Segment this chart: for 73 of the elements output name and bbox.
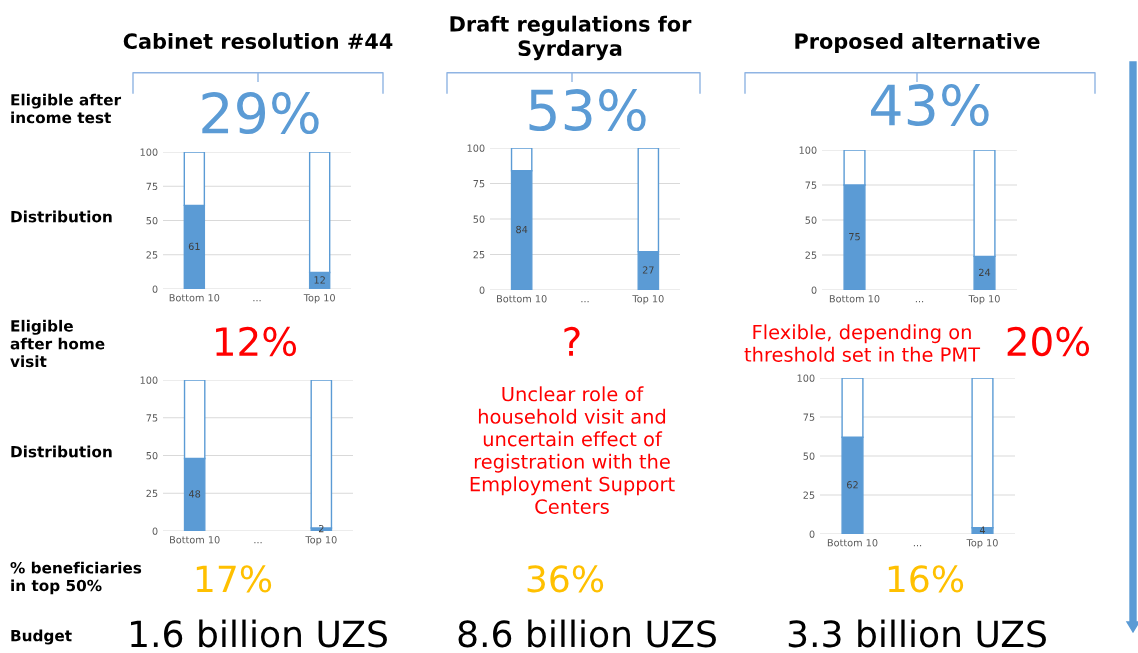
data-label: 24 [979,268,991,276]
text: Eligible after income test [11,93,122,124]
x-tick-label: Bottom 10 [169,294,220,302]
y-tick-label: 50 [805,216,817,224]
y-tick-label: 25 [146,251,158,259]
y-tick-label: 50 [473,215,485,223]
y-tick-label: 75 [473,180,485,188]
y-tick-label: 0 [152,285,158,293]
text: % beneficiaries in top 50% [10,561,142,595]
text: Distribution [11,445,112,458]
text: Eligible after home visit [10,319,105,368]
x-tick-label: ... [915,301,924,303]
y-tick-label: 100 [797,374,815,382]
x-tick-label: Bottom 10 [827,539,878,547]
y-tick-label: 75 [146,182,158,191]
y-tick-label: 75 [803,413,815,421]
x-tick-label: Bottom 10 [497,295,547,303]
y-tick-label: 25 [803,491,815,499]
y-tick-label: 100 [140,148,158,156]
data-label: 62 [846,481,858,489]
text: Budget [11,629,72,645]
x-tick-label: Top 10 [968,295,1000,305]
y-tick-label: 0 [811,286,817,294]
text: ? [564,326,580,356]
y-tick-label: 75 [805,181,817,189]
x-tick-label: Top 10 [305,536,337,546]
data-label: 61 [188,242,200,251]
x-tick-label: Top 10 [632,295,664,305]
y-tick-label: 75 [146,414,158,422]
text: 53% [529,89,646,132]
x-tick-label: ... [254,542,262,544]
y-tick-label: 50 [146,451,158,460]
text: 16% [888,565,964,593]
y-tick-label: 100 [140,376,158,384]
text: 20% [1007,326,1090,357]
y-tick-label: 25 [473,250,485,259]
y-tick-label: 0 [809,530,815,538]
text: Draft regulations for Syrdarya [450,15,692,61]
x-tick-label: Bottom 10 [170,536,220,544]
text: Cabinet resolution #44 [123,32,393,50]
y-tick-label: 25 [805,251,817,259]
data-label: 75 [849,233,860,241]
text: 29% [202,92,319,135]
y-tick-label: 0 [479,286,485,294]
data-label: 4 [979,526,986,534]
text: Unclear role of household visit and uncertain effect of registration with the Employment Support Centers [470,386,675,514]
x-tick-label: Bottom 10 [829,295,880,303]
x-tick-label: Top 10 [303,294,335,304]
y-tick-label: 25 [146,489,158,498]
y-tick-label: 50 [803,452,815,460]
x-tick-label: ... [581,301,589,303]
text: 17% [196,565,272,593]
text: 43% [870,84,989,127]
x-tick-label: Top 10 [966,539,998,549]
data-label: 2 [318,524,324,533]
data-label: 84 [516,225,528,234]
data-label: 48 [188,490,201,498]
y-tick-label: 100 [799,146,817,154]
data-label: 27 [642,266,654,274]
x-tick-label: ... [913,545,922,547]
y-tick-label: 100 [467,144,485,152]
text: 1.6 billion UZS [131,619,387,648]
text: Flexible, depending on threshold set in the PMT [744,324,981,362]
text: 8.6 billion UZS [458,619,716,648]
text: 36% [527,565,604,593]
text: 12% [216,326,297,357]
x-tick-label: ... [253,300,261,302]
data-label: 12 [314,276,325,284]
text: Distribution [11,210,112,223]
y-tick-label: 0 [152,527,158,535]
text: 3.3 billion UZS [788,619,1046,648]
text: Proposed alternative [795,32,1040,54]
y-tick-label: 50 [146,216,158,225]
